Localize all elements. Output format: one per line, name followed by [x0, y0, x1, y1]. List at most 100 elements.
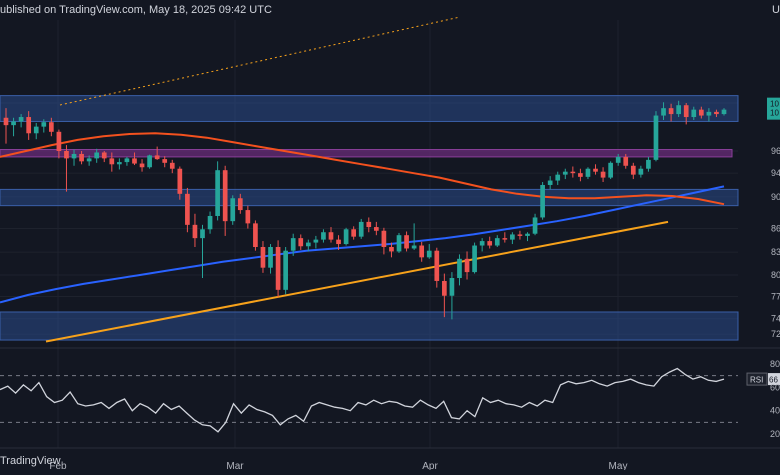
candle-body — [502, 238, 508, 240]
candle — [668, 103, 674, 122]
candle-body — [525, 233, 530, 236]
candle-body — [3, 117, 9, 126]
candle-body — [139, 163, 145, 168]
candle — [691, 106, 697, 120]
candle-body — [26, 117, 32, 134]
ma-short-line — [0, 132, 725, 206]
candle-body — [18, 117, 24, 122]
price-tag-label: 10 — [770, 100, 779, 109]
candle-body — [169, 162, 175, 169]
candle-body — [366, 221, 372, 228]
candle-body — [33, 126, 39, 134]
candle — [510, 232, 515, 245]
candle — [540, 182, 545, 220]
candle-body — [351, 229, 357, 237]
candle — [162, 156, 168, 168]
brand-watermark: TradingView — [0, 452, 61, 470]
candle — [442, 273, 447, 318]
x-axis-tick-label: Apr — [422, 461, 438, 470]
ascending-trendline — [45, 220, 669, 343]
candle — [18, 114, 24, 128]
candle-body — [668, 108, 674, 115]
candle-body — [200, 229, 205, 239]
candle-body — [691, 109, 697, 118]
candle-body — [630, 165, 636, 175]
candle — [464, 251, 470, 280]
candle — [638, 165, 644, 178]
axes-layer: 10969490868380777472101080604020FebMarAp… — [49, 97, 780, 472]
candle-body — [268, 247, 273, 268]
candle — [260, 241, 266, 273]
dotted-trendline — [59, 16, 461, 106]
candle-body — [177, 168, 183, 194]
x-axis-tick-label: Feb — [49, 461, 67, 470]
candle — [366, 217, 372, 233]
candle — [200, 224, 205, 279]
candle — [434, 247, 440, 288]
candle — [698, 106, 704, 119]
candle — [721, 108, 727, 116]
candle — [49, 117, 54, 137]
x-axis-tick-label: May — [609, 461, 628, 470]
candle-body — [336, 239, 341, 245]
candle-body — [207, 215, 213, 230]
candle-body — [623, 156, 629, 166]
candle-body — [494, 238, 500, 246]
y-axis-tick-label: 94 — [771, 168, 780, 178]
candle — [41, 119, 47, 133]
candle — [623, 153, 629, 169]
candle — [139, 159, 145, 172]
candle-body — [56, 131, 62, 151]
candle-body — [343, 229, 349, 245]
candle — [124, 156, 130, 166]
candle — [56, 129, 62, 159]
candle — [33, 122, 39, 140]
candle — [653, 111, 659, 162]
candle — [328, 227, 334, 243]
y-axis-tick-label: 74 — [771, 314, 780, 324]
candle-body — [283, 250, 288, 290]
candle-body — [305, 242, 311, 247]
candle — [562, 168, 568, 180]
candle — [79, 151, 84, 165]
candle — [268, 244, 273, 274]
candle-body — [411, 245, 417, 249]
candle-body — [64, 151, 69, 159]
candle — [94, 148, 100, 163]
candle — [237, 193, 243, 214]
candle-body — [555, 174, 561, 181]
candle-body — [585, 168, 591, 177]
candle-body — [117, 162, 122, 165]
candle — [593, 164, 598, 175]
rsi-axis-tick-label: 20 — [770, 429, 780, 439]
candle-body — [185, 193, 190, 225]
candle-body — [404, 235, 409, 249]
price-tag-label: 10 — [770, 109, 779, 118]
rsi-axis-tick-label: 80 — [770, 359, 780, 369]
candle — [555, 171, 561, 185]
candle — [351, 226, 357, 240]
candle — [290, 233, 296, 256]
candle — [245, 205, 251, 229]
candle-body — [449, 278, 455, 296]
candle — [525, 232, 530, 242]
zone-resistance-mid — [0, 149, 733, 158]
candle-body — [275, 247, 281, 290]
candle — [479, 238, 485, 252]
price-tag — [767, 97, 780, 120]
candle — [207, 211, 213, 234]
candle — [117, 158, 122, 170]
candle — [472, 242, 477, 274]
rsi-name-label: RSI — [750, 376, 763, 385]
candle — [169, 159, 175, 174]
candle — [101, 151, 107, 163]
candle-body — [653, 115, 659, 160]
zone-support-lower — [0, 311, 739, 341]
candle-body — [124, 158, 130, 163]
candle — [11, 117, 16, 137]
candle — [389, 242, 394, 258]
candle — [109, 152, 115, 172]
candle-body — [532, 217, 538, 234]
candle — [283, 247, 288, 295]
